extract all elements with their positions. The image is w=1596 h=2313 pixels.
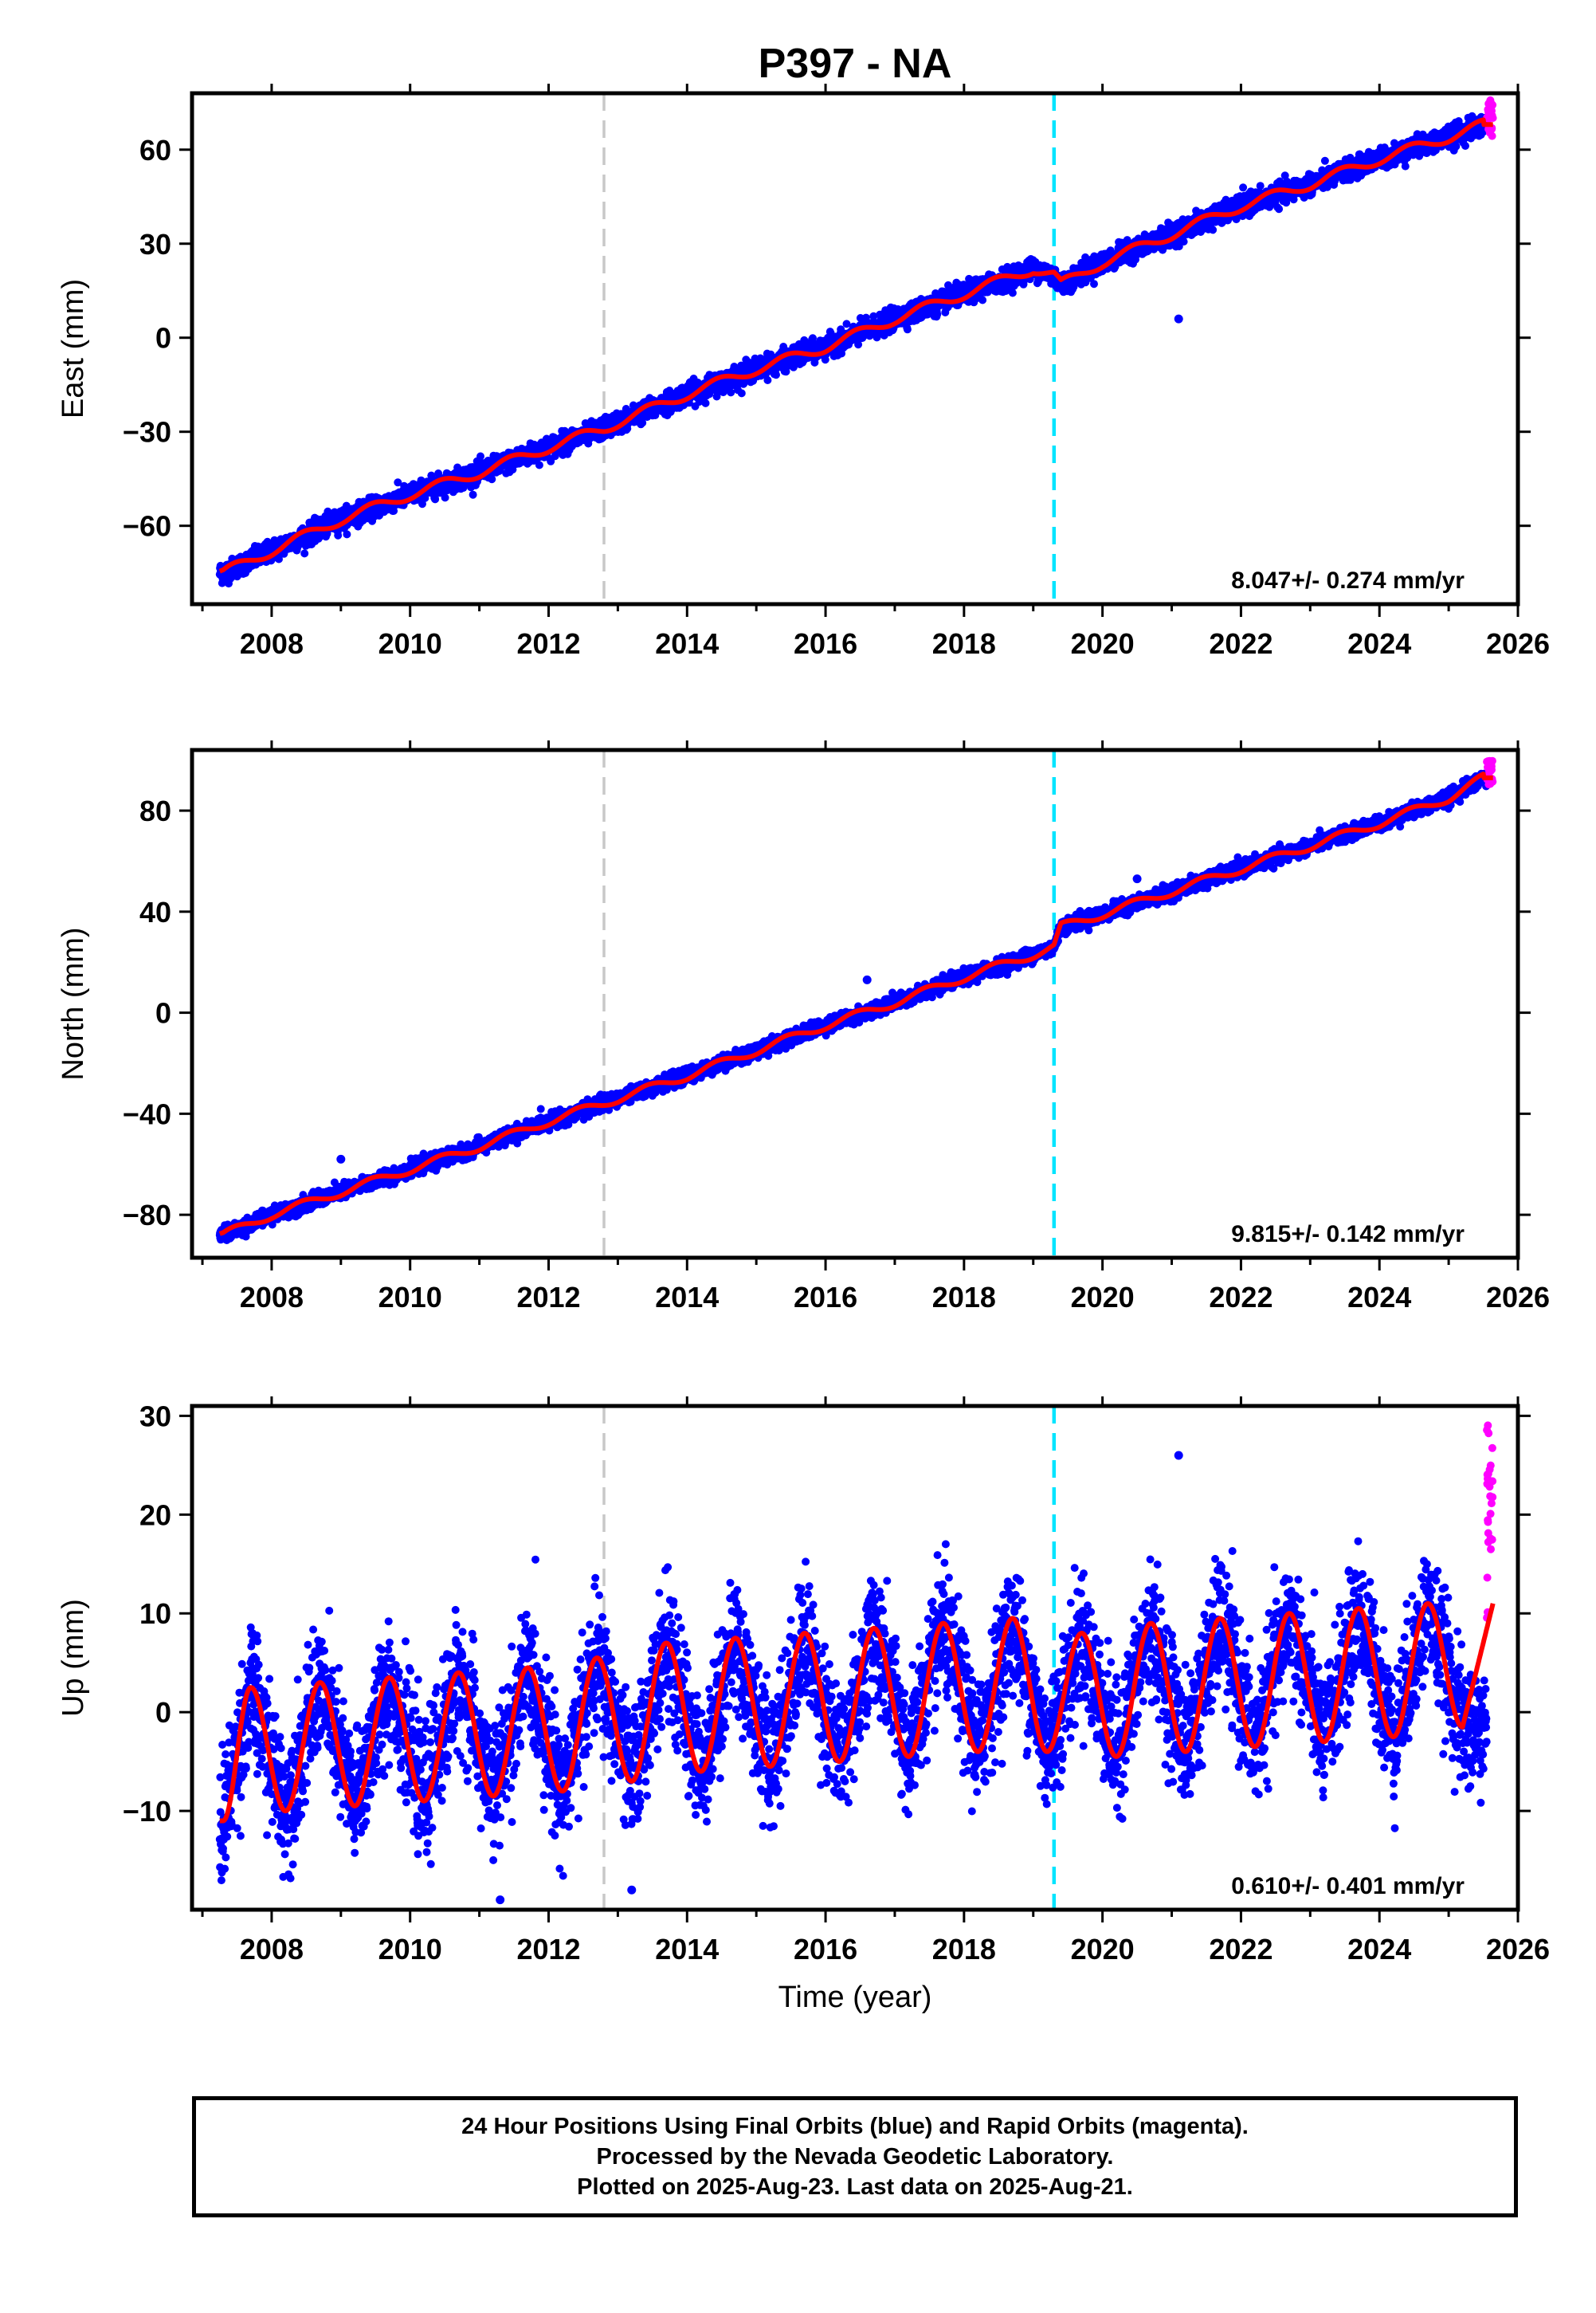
data-point (441, 493, 449, 502)
panel-east: 2008 2010 2012 2014 2016 2018 2020 2022 2024 2026… (57, 84, 1550, 660)
data-point (978, 296, 987, 304)
data-point (1090, 280, 1098, 289)
data-point (1239, 183, 1248, 192)
data-point (476, 452, 484, 461)
data-point (1209, 226, 1218, 234)
data-point (394, 478, 402, 487)
chart-title: P397 - NA (759, 41, 952, 87)
data-point (343, 530, 351, 539)
data-point (903, 325, 912, 334)
data-point (1275, 205, 1284, 214)
data-point (763, 376, 772, 384)
data-point (772, 371, 780, 379)
panels: 2008 2010 2012 2014 2016 2018 2020 2022 2024 2026… (57, 84, 1550, 1965)
data-point (535, 461, 543, 469)
data-point (469, 490, 477, 499)
data-point (1179, 238, 1188, 246)
data-point (434, 469, 443, 477)
data-point (488, 475, 496, 484)
data-point (933, 310, 942, 319)
data-point (701, 399, 710, 407)
data-point (737, 389, 746, 398)
data-point (1320, 156, 1329, 165)
data-point (323, 529, 331, 538)
data-point (1401, 162, 1410, 171)
data-point (300, 549, 309, 558)
data-point (431, 495, 440, 504)
data-point (390, 507, 398, 515)
data-point (334, 531, 343, 540)
data-point (727, 388, 735, 397)
plot-area-east (215, 93, 1497, 604)
data-point (1256, 182, 1265, 190)
data-point (1008, 289, 1017, 297)
